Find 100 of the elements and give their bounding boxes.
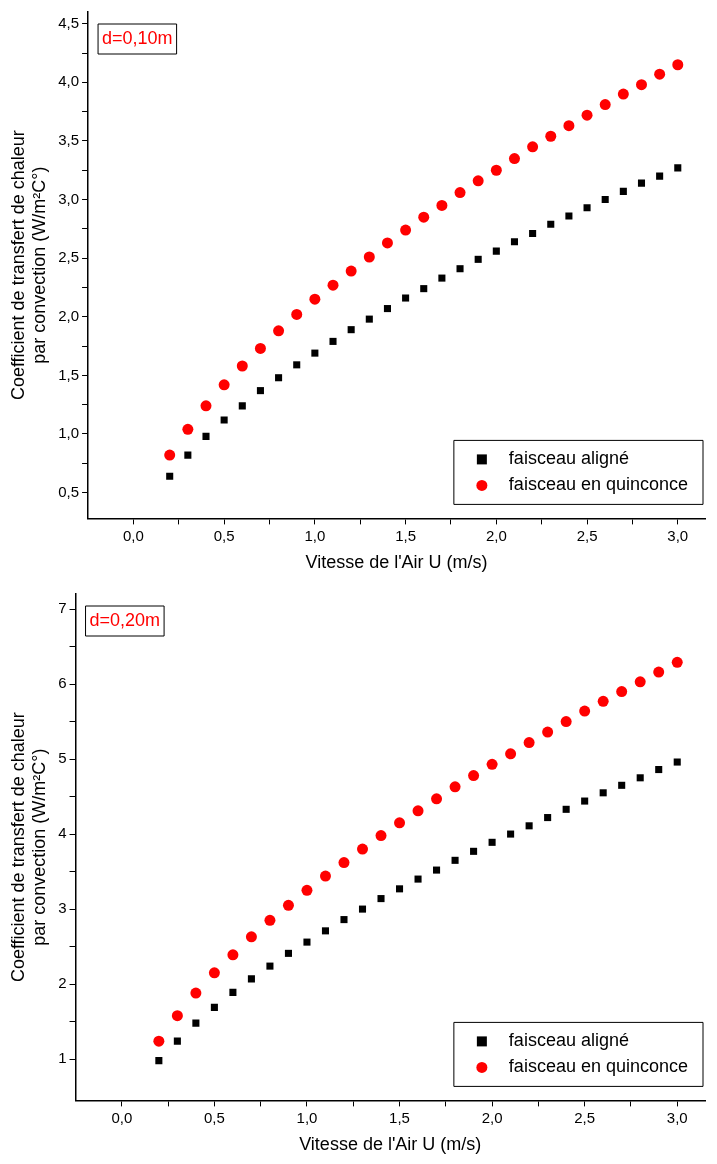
point	[236, 360, 248, 372]
point	[508, 153, 520, 165]
point	[451, 856, 459, 864]
point	[488, 838, 496, 846]
annotation: d=0,20m	[89, 609, 161, 630]
point	[472, 175, 484, 187]
point	[256, 387, 264, 395]
y-tick-label: 2	[58, 974, 67, 992]
point	[505, 748, 517, 760]
point	[454, 187, 466, 199]
point	[547, 220, 555, 228]
y-tick-label: 0,5	[58, 482, 80, 500]
point	[470, 847, 478, 855]
point	[672, 59, 684, 71]
point	[155, 1057, 163, 1065]
point	[490, 164, 502, 176]
point	[200, 400, 212, 412]
y-tick-label: 4	[58, 824, 67, 842]
point	[254, 342, 266, 354]
point	[171, 1010, 183, 1022]
y-tick-label: 4,0	[58, 72, 80, 90]
point	[184, 451, 192, 459]
point	[616, 686, 628, 698]
point	[581, 109, 593, 121]
point	[468, 770, 480, 782]
point	[164, 449, 176, 461]
y-axis-title: Coefficient de transfert de chaleur par convection (W/m²C°)	[7, 130, 50, 401]
y-tick-label: 1,0	[58, 424, 80, 442]
point	[529, 230, 537, 238]
point	[303, 938, 311, 946]
x-tick-label: 2,5	[576, 526, 598, 544]
point	[597, 695, 609, 707]
point	[229, 988, 237, 996]
point	[218, 379, 230, 391]
point	[377, 895, 385, 903]
y-tick-label: 6	[58, 674, 67, 692]
y-tick-label: 7	[58, 599, 67, 617]
point	[581, 797, 589, 805]
point	[182, 423, 194, 435]
point	[208, 967, 220, 979]
point	[238, 402, 246, 410]
point	[560, 716, 572, 728]
point	[412, 805, 424, 817]
point	[227, 949, 239, 961]
point	[414, 875, 422, 883]
point	[210, 1003, 218, 1011]
point	[653, 666, 665, 678]
point	[365, 315, 373, 323]
point	[418, 211, 430, 223]
x-tick-label: 0,0	[122, 526, 144, 544]
point	[655, 766, 663, 774]
point	[436, 199, 448, 211]
point	[619, 187, 627, 195]
legend-label: faisceau aligné	[508, 448, 629, 469]
point	[583, 204, 591, 212]
point	[433, 866, 441, 874]
point	[654, 68, 666, 80]
point	[153, 1035, 165, 1047]
point	[400, 224, 412, 236]
x-tick-label: 2,0	[485, 526, 507, 544]
y-tick-label: 3	[58, 899, 67, 917]
y-tick-label: 2,5	[58, 248, 80, 266]
point	[474, 255, 482, 263]
x-tick-label: 0,5	[203, 1108, 225, 1126]
point	[420, 285, 428, 293]
point	[579, 705, 591, 717]
point	[527, 141, 539, 153]
y-tick-label: 2,0	[58, 306, 80, 324]
point	[456, 265, 464, 273]
x-tick-label: 1,5	[389, 1108, 410, 1126]
point	[562, 805, 570, 813]
y-tick-label: 5	[58, 749, 67, 767]
x-tick-label: 2,5	[574, 1108, 596, 1126]
point	[282, 899, 294, 911]
point	[674, 164, 682, 172]
point	[275, 374, 283, 382]
x-tick-label: 1,0	[304, 526, 326, 544]
y-tick-label: 3,0	[58, 189, 80, 207]
point	[449, 781, 461, 793]
y-axis-title: Coefficient de transfert de chaleur par convection (W/m²C°)	[7, 712, 50, 983]
point	[291, 308, 303, 320]
point	[383, 305, 391, 313]
point	[635, 79, 647, 91]
point	[363, 251, 375, 263]
point	[492, 247, 500, 255]
point	[544, 814, 552, 822]
x-tick-label: 0,5	[213, 526, 235, 544]
y-tick-label: 1,5	[58, 365, 80, 383]
point	[264, 914, 276, 926]
point	[671, 656, 683, 668]
point	[190, 987, 202, 999]
legend-label: faisceau en quinconce	[508, 474, 689, 495]
point	[321, 927, 330, 935]
point	[523, 737, 535, 749]
point	[220, 416, 228, 424]
x-axis-title: Vitesse de l'Air U (m/s)	[305, 552, 488, 573]
point	[617, 88, 629, 100]
point	[273, 325, 285, 337]
point	[601, 196, 609, 204]
legend-label: faisceau en quinconce	[508, 1056, 689, 1077]
